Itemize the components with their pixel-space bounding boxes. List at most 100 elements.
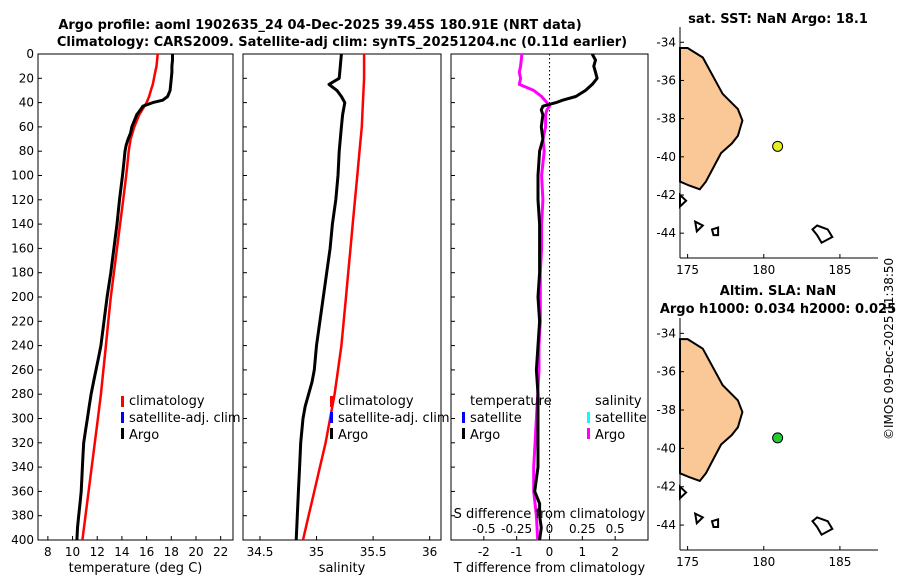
x-tick-label: 35.5 xyxy=(360,545,387,559)
salinity-difference-line xyxy=(517,53,551,541)
chatham-island-outline xyxy=(811,516,834,537)
sst-map-panel: sat. SST: NaN Argo: 18.1 -34 -36 -38 -40 -42 -… xyxy=(656,12,878,277)
salinity-climatology-line xyxy=(301,54,366,541)
x-tick-label: 1 xyxy=(579,545,587,559)
legend-climatology-swatch xyxy=(121,396,124,407)
temperature-difference-line xyxy=(533,53,599,541)
map-lon-tick-label: 175 xyxy=(676,263,699,277)
salinity-argo-line xyxy=(294,53,347,541)
depth-tick-label: 20 xyxy=(19,71,34,85)
depth-tick-label: 340 xyxy=(11,460,34,474)
map-lat-tick-label: -44 xyxy=(656,226,676,240)
depth-tick-label: 180 xyxy=(11,266,34,280)
top-tick-label: -0.25 xyxy=(501,522,532,536)
x-tick-label: 36 xyxy=(422,545,437,559)
x-tick-label: 16 xyxy=(139,545,154,559)
small-island-outline xyxy=(693,219,705,234)
argo-location-marker xyxy=(772,140,784,152)
depth-tick-label: 260 xyxy=(11,363,34,377)
map-subtitle: Argo h1000: 0.034 h2000: 0.025 xyxy=(660,302,896,317)
x-tick-label: 2 xyxy=(611,545,619,559)
x-axis-label: T difference from climatology xyxy=(453,561,646,576)
x-tick-label: 18 xyxy=(164,545,179,559)
depth-tick-label: 0 xyxy=(26,47,34,61)
legend-t-argo-swatch xyxy=(462,428,465,439)
legend-climatology-swatch xyxy=(330,396,333,407)
map-lat-tick-label: -36 xyxy=(656,73,676,87)
salinity-legend: climatology satellite-adj. clim Argo xyxy=(330,394,450,443)
legend-s-argo-label: Argo xyxy=(595,428,625,443)
x-tick-label: 35 xyxy=(309,545,324,559)
temperature-legend: climatology satellite-adj. clim Argo xyxy=(121,394,241,443)
depth-tick-label: 80 xyxy=(19,144,34,158)
legend-climatology-label: climatology xyxy=(129,394,205,409)
north-island-landmass xyxy=(679,338,744,483)
top-tick-label: -0.5 xyxy=(472,522,495,536)
small-island-outline xyxy=(710,226,720,237)
legend-salinity-heading: salinity xyxy=(595,394,642,409)
depth-tick-label: 140 xyxy=(11,217,34,231)
legend-satellite-label: satellite-adj. clim xyxy=(129,411,241,426)
depth-tick-label: 380 xyxy=(11,509,34,523)
map-lat-tick-label: -38 xyxy=(656,403,676,417)
map-title: sat. SST: NaN Argo: 18.1 xyxy=(688,12,868,27)
x-axis-label: temperature (deg C) xyxy=(69,561,203,576)
x-tick-label: 0 xyxy=(546,545,554,559)
map-lat-tick-label: -36 xyxy=(656,365,676,379)
north-island-landmass xyxy=(679,47,744,191)
legend-s-satellite-swatch xyxy=(587,412,590,423)
legend-t-satellite-swatch xyxy=(462,412,465,423)
legend-argo-swatch xyxy=(330,428,333,439)
legend-s-satellite-label: satellite xyxy=(595,411,647,426)
map-lat-tick-label: -40 xyxy=(656,441,676,455)
depth-tick-label: 40 xyxy=(19,96,34,110)
salinity-panel: 34.5 35 35.5 36 salinity xyxy=(242,53,442,576)
depth-tick-label: 120 xyxy=(11,193,34,207)
x-tick-label: 14 xyxy=(114,545,129,559)
figure-title-line2: Climatology: CARS2009. Satellite-adj cli… xyxy=(57,35,627,50)
legend-s-argo-swatch xyxy=(587,428,590,439)
legend-satellite-label: satellite-adj. clim xyxy=(338,411,450,426)
small-island-outline xyxy=(710,517,720,528)
x-tick-label: 20 xyxy=(188,545,203,559)
depth-tick-label: 100 xyxy=(11,169,34,183)
top-tick-label: 0.5 xyxy=(606,522,625,536)
temperature-climatology-line xyxy=(81,53,159,541)
top-tick-label: 0.25 xyxy=(569,522,596,536)
small-island-outline xyxy=(693,511,705,526)
temperature-argo-line xyxy=(75,54,174,541)
map-lat-tick-label: -44 xyxy=(656,518,676,532)
argo-location-marker xyxy=(772,432,784,444)
legend-t-satellite-label: satellite xyxy=(470,411,522,426)
map-lon-tick-label: 180 xyxy=(752,555,775,569)
map-lat-tick-label: -34 xyxy=(656,326,676,340)
depth-tick-label: 320 xyxy=(11,436,34,450)
x-tick-label: 34.5 xyxy=(247,545,274,559)
sla-map-panel: Altim. SLA: NaN Argo h1000: 0.034 h2000: … xyxy=(656,284,896,569)
map-lat-tick-label: -42 xyxy=(656,480,676,494)
legend-temperature-heading: temperature xyxy=(470,394,552,409)
depth-tick-label: 200 xyxy=(11,290,34,304)
figure-title-line1: Argo profile: aoml 1902635_24 04-Dec-202… xyxy=(58,18,581,33)
x-tick-label: 12 xyxy=(90,545,105,559)
legend-satellite-swatch xyxy=(121,412,124,423)
depth-tick-label: 160 xyxy=(11,241,34,255)
depth-tick-label: 60 xyxy=(19,120,34,134)
top-axis-label: S difference from climatology xyxy=(454,507,646,522)
map-lon-tick-label: 180 xyxy=(752,263,775,277)
map-lon-tick-label: 185 xyxy=(828,263,851,277)
legend-climatology-label: climatology xyxy=(338,394,414,409)
temperature-panel: 0 20 40 60 80 100 120 140 160 180 200 220 240 260 280 3… xyxy=(11,47,234,576)
depth-tick-label: 240 xyxy=(11,339,34,353)
legend-argo-swatch xyxy=(121,428,124,439)
legend-satellite-swatch xyxy=(330,412,333,423)
top-tick-label: 0 xyxy=(546,522,554,536)
depth-tick-label: 360 xyxy=(11,484,34,498)
plot-frame xyxy=(37,53,234,541)
x-tick-label: 8 xyxy=(44,545,52,559)
depth-tick-label: 400 xyxy=(11,533,34,547)
map-lon-tick-label: 175 xyxy=(676,555,699,569)
x-tick-label: -2 xyxy=(478,545,490,559)
map-lat-tick-label: -42 xyxy=(656,188,676,202)
